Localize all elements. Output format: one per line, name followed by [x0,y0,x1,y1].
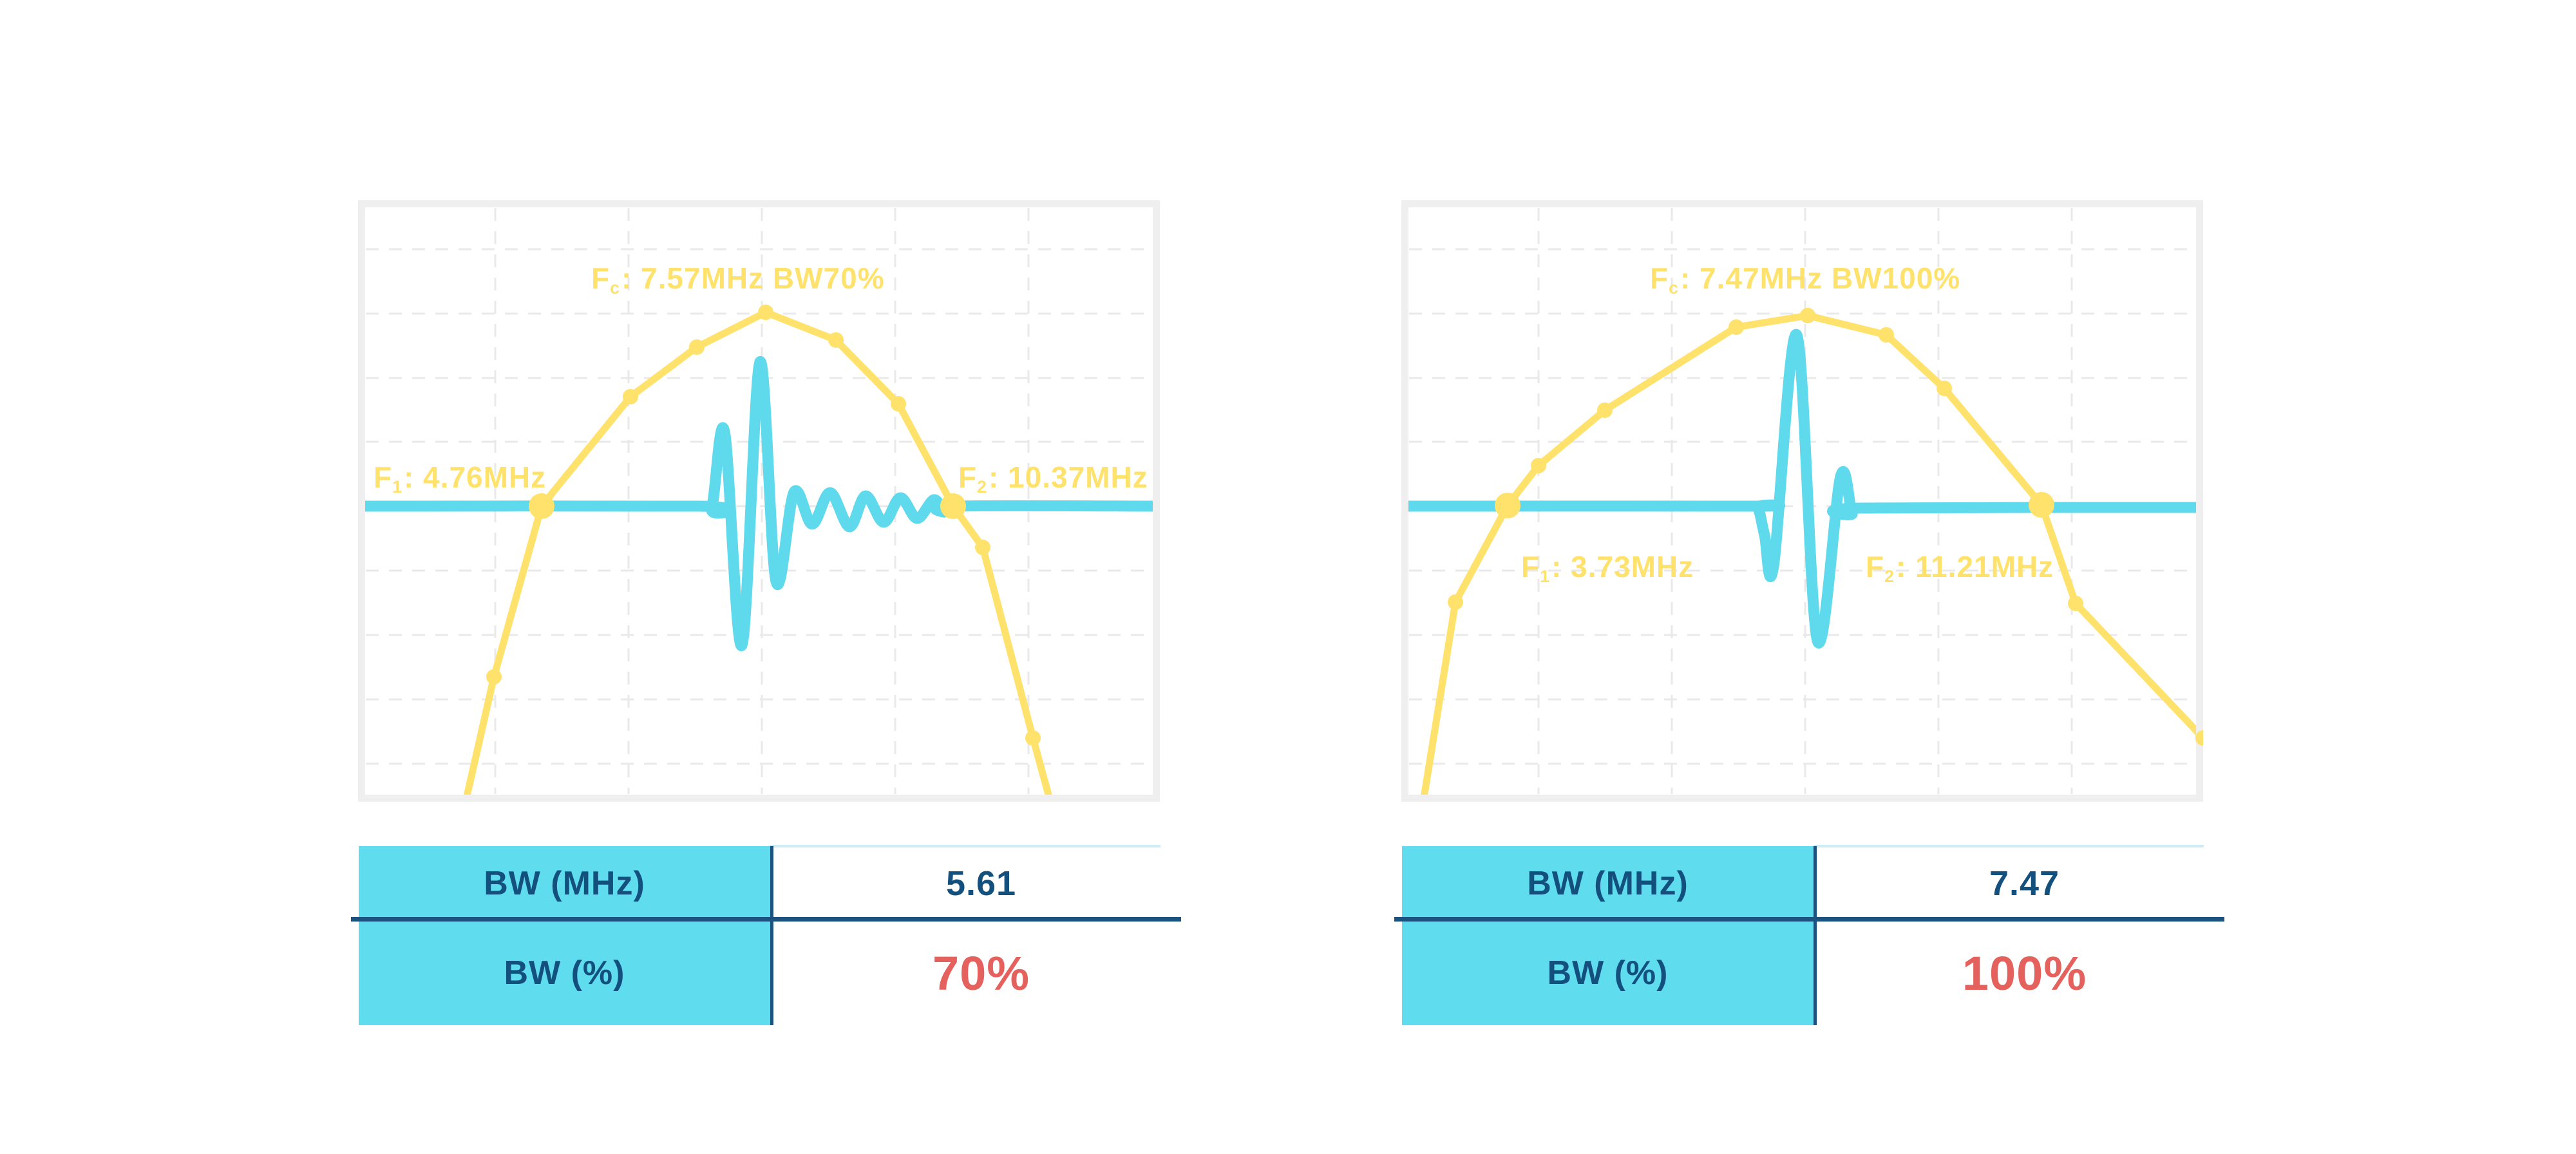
table-value-bw-mhz: 5.61 [773,846,1189,921]
table-label-bw-mhz: BW (MHz) [359,846,770,921]
table-topline [770,845,1160,847]
table-label-text: BW (%) [1547,954,1669,992]
panel-bw100: Fc: 7.47MHz BW100% F1: 3.73MHz F2: 11.21… [1394,200,2251,1044]
spectrum-marker-dot [1448,594,1463,610]
crossing-marker-dot [940,493,966,519]
table-label-bw-mhz: BW (MHz) [1402,846,1814,921]
table-column-divider [1814,846,1817,1025]
f1-annotation: F1: 3.73MHz [1521,550,1694,586]
table-column-divider [770,846,773,1025]
f2-subscript: 2 [977,477,987,497]
f1-subscript: 1 [1540,567,1550,586]
table-row-divider [1394,917,2224,922]
panel-bw70: Fc: 7.57MHz BW70% F1: 4.76MHz F2: 10.37M… [351,200,1208,1044]
f2-symbol: F [958,460,978,494]
spectrum-curve [1419,312,2203,802]
table-value-text: 70% [932,946,1030,1000]
fc-annotation: Fc: 7.47MHz BW100% [1650,261,1961,298]
f1-symbol: F [1521,550,1540,583]
fc-value: : 7.47MHz BW100% [1680,261,1961,295]
table-value-bw-mhz: 7.47 [1817,846,2232,921]
spectrum-curve [462,308,1054,802]
fc-symbol: F [591,261,611,295]
table-value-text: 100% [1962,946,2087,1000]
spectrum-marker-dot [1800,308,1815,323]
spectrum-marker-dot [1728,319,1744,335]
table-topline [1814,845,2204,847]
spectrum-marker-dot [758,305,773,320]
table-value-bw-pct: 70% [773,921,1189,1025]
table-value-text: 7.47 [1989,864,2060,903]
spectrum-marker-dot [1879,327,1894,343]
fc-subscript: c [1669,278,1679,298]
chart-bw70 [358,200,1160,802]
f2-annotation: F2: 10.37MHz [958,460,1148,497]
crossing-marker-dot [529,493,554,519]
f2-subscript: 2 [1884,567,1895,586]
f2-value: : 11.21MHz [1895,550,2054,583]
f1-annotation: F1: 4.76MHz [374,460,547,497]
spectrum-marker-dot [975,540,990,555]
crossing-marker-dot [1495,493,1520,518]
chart-bw100 [1401,200,2203,802]
bw-table: BW (MHz) 7.47 BW (%) 100% [1394,845,2240,1025]
spectrum-marker-dot [1025,730,1041,746]
spectrum-marker-dot [891,396,906,411]
spectrum-marker-dot [1531,458,1546,473]
table-label-text: BW (MHz) [1527,865,1689,902]
spectrum-marker-dot [2068,596,2083,611]
spectrum-marker-dot [1597,402,1613,418]
spectrum-marker-dot [486,669,502,685]
spectrum-marker-dot [1937,381,1952,396]
table-label-text: BW (MHz) [484,865,645,902]
spectrum-marker-dot [828,332,844,348]
fc-subscript: c [610,278,620,298]
plot-frame [358,200,1160,802]
f2-value: : 10.37MHz [988,460,1148,494]
f1-value: : 4.76MHz [403,460,547,494]
f1-subscript: 1 [392,477,402,497]
fc-symbol: F [1650,261,1669,295]
table-value-text: 5.61 [945,864,1017,903]
bw-table: BW (MHz) 5.61 BW (%) 70% [351,845,1197,1025]
spectrum-marker-dot [689,339,705,355]
table-value-bw-pct: 100% [1817,921,2232,1025]
plot-frame [1401,200,2203,802]
table-row-divider [351,917,1181,922]
f2-annotation: F2: 11.21MHz [1866,550,2054,586]
crossing-marker-dot [2029,492,2054,518]
f1-symbol: F [374,460,393,494]
table-label-text: BW (%) [504,954,625,992]
spectrum-marker-dot [623,389,638,404]
fc-annotation: Fc: 7.57MHz BW70% [591,261,885,298]
table-label-bw-pct: BW (%) [1402,921,1814,1025]
spectrum-end-dot [2195,730,2203,746]
pulse-waveform [358,356,1160,651]
table-label-bw-pct: BW (%) [359,921,770,1025]
pulse-waveform [1401,329,2203,648]
f2-symbol: F [1866,550,1885,583]
fc-value: : 7.57MHz BW70% [621,261,885,295]
f1-value: : 3.73MHz [1551,550,1694,583]
